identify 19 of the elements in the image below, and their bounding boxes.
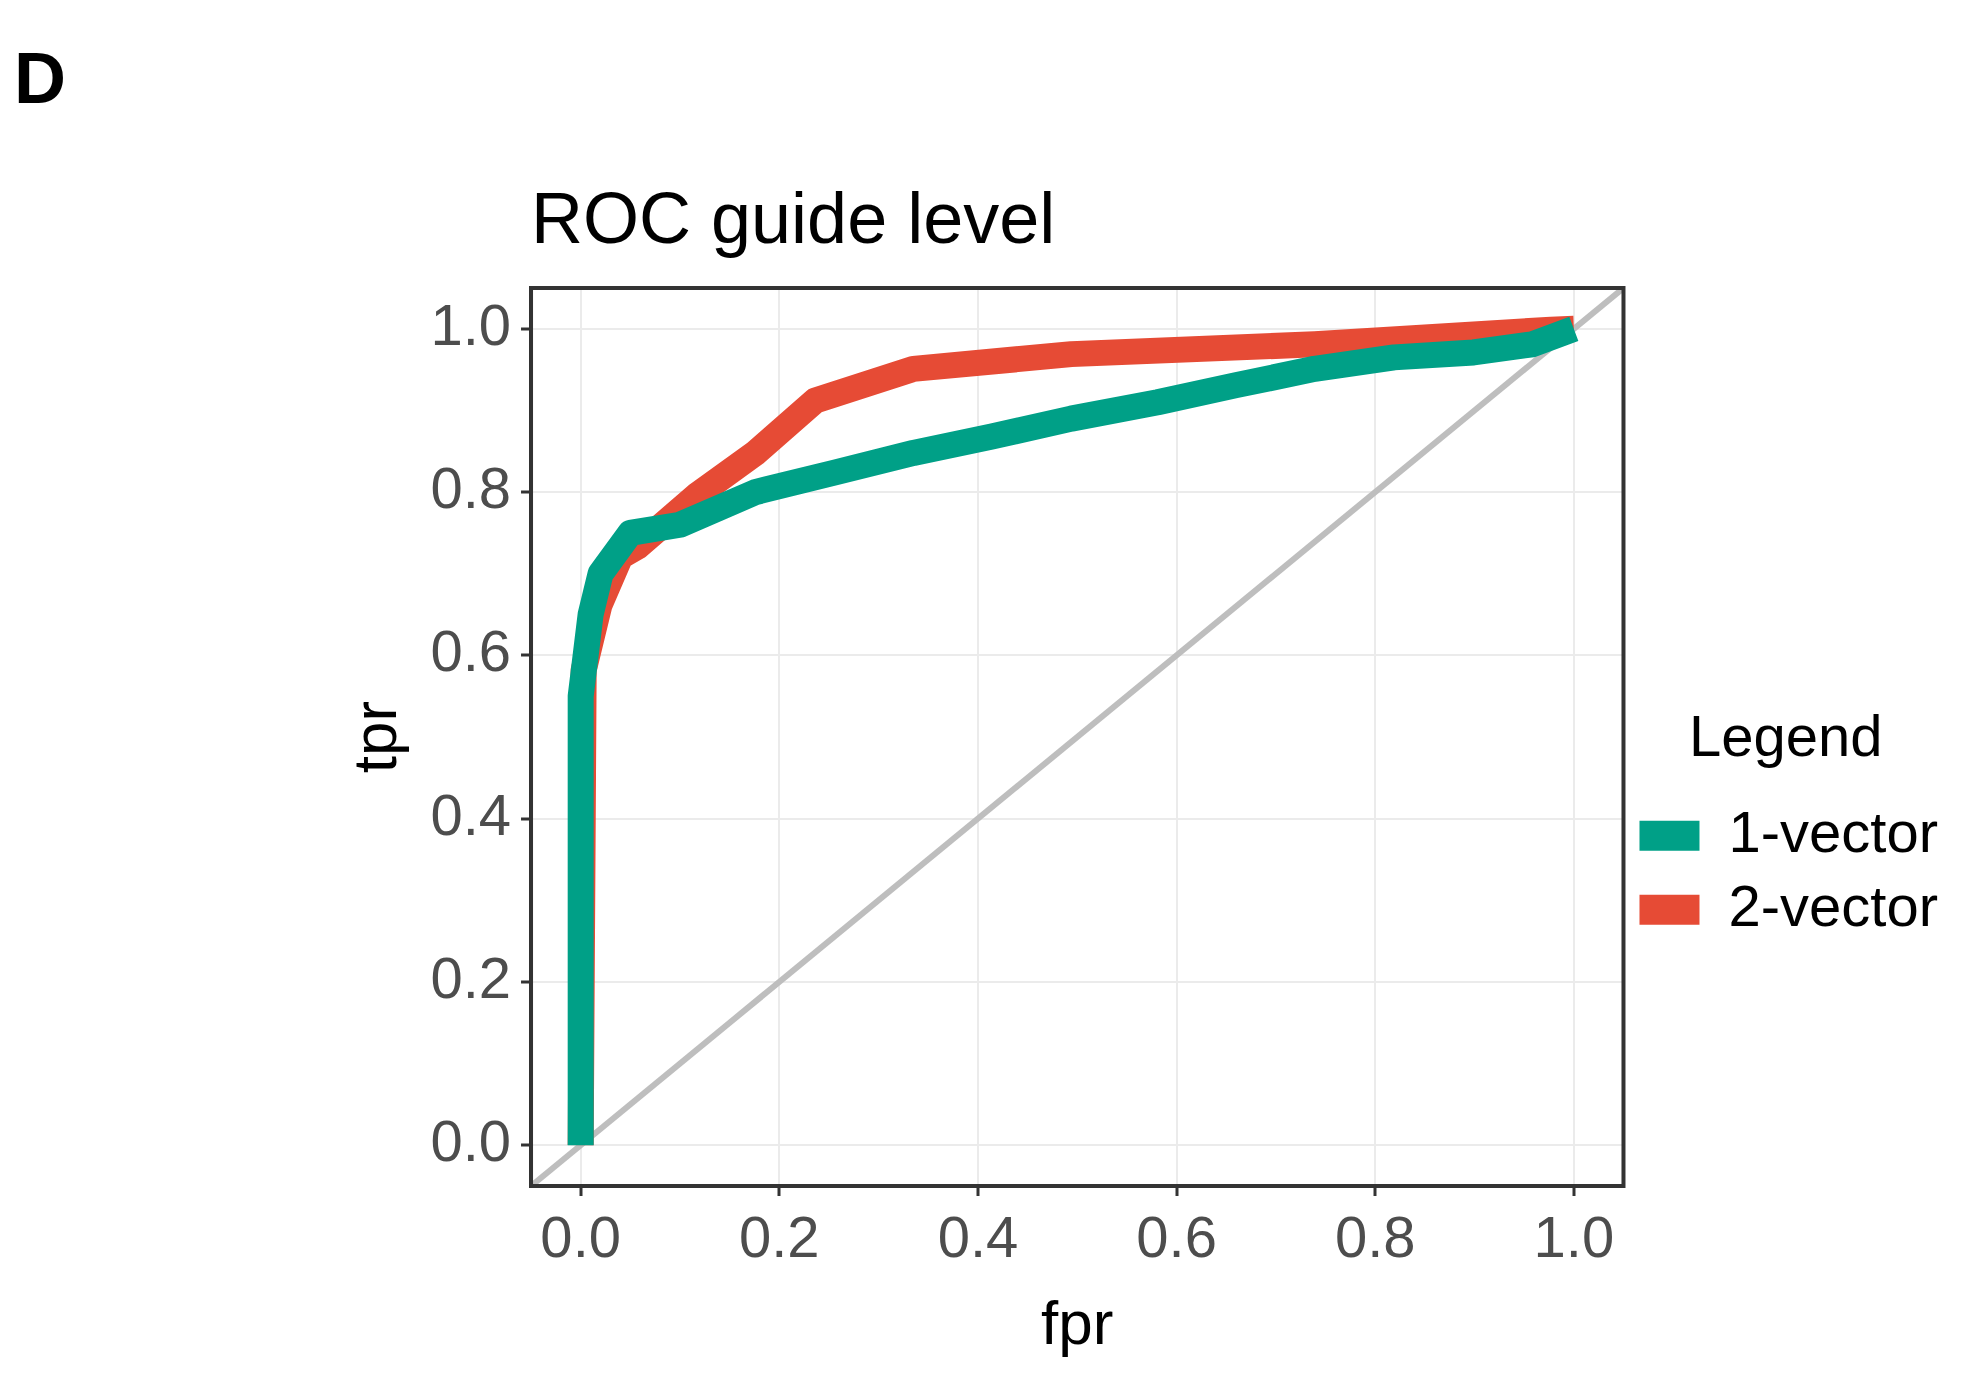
x-axis-title: fpr bbox=[1041, 1287, 1114, 1357]
y-tick-label: 0.8 bbox=[430, 455, 512, 521]
legend-label: 1-vector bbox=[1728, 798, 1938, 864]
y-axis-title: tpr bbox=[340, 700, 410, 774]
legend-label: 2-vector bbox=[1728, 872, 1938, 938]
y-tick-label: 0.6 bbox=[430, 618, 512, 684]
y-tick-label: 0.0 bbox=[430, 1108, 512, 1174]
legend-title: Legend bbox=[1688, 703, 1883, 769]
x-tick-label: 0.4 bbox=[937, 1203, 1019, 1269]
x-tick-label: 1.0 bbox=[1533, 1203, 1615, 1269]
x-tick-label: 0.6 bbox=[1136, 1203, 1217, 1269]
x-tick-label: 0.2 bbox=[738, 1203, 820, 1269]
x-tick-label: 0.8 bbox=[1334, 1203, 1416, 1269]
text: D bbox=[14, 38, 66, 118]
y-tick-label: 0.2 bbox=[430, 944, 512, 1010]
y-tick-label: 1.0 bbox=[430, 291, 512, 357]
chart-title: ROC guide level bbox=[531, 178, 1056, 258]
x-tick-label: 0.0 bbox=[540, 1203, 622, 1269]
y-tick-label: 0.4 bbox=[430, 781, 512, 847]
